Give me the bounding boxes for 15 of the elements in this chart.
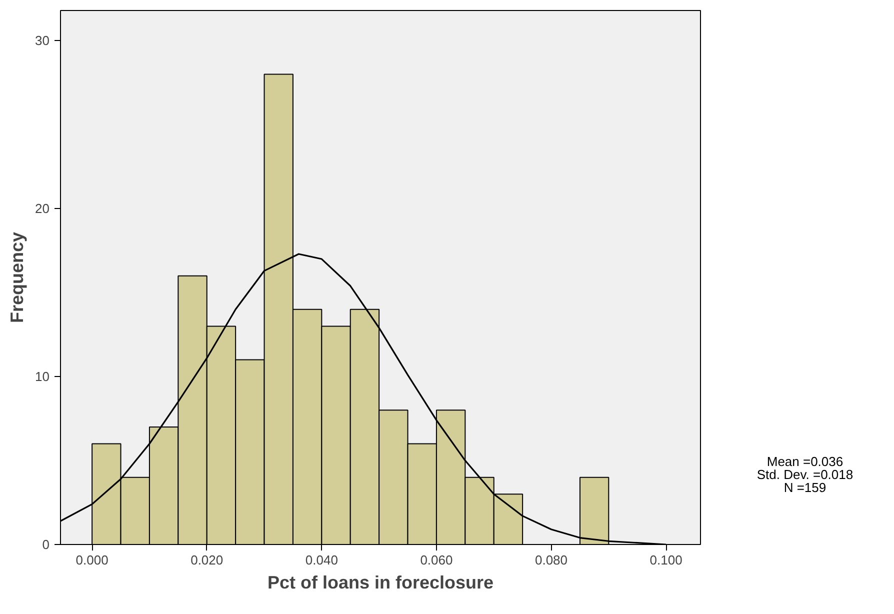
y-axis-title: Frequency [7, 232, 28, 324]
x-tick-label: 0.000 [76, 552, 108, 568]
x-tick-label: 0.040 [305, 552, 338, 568]
text: Mean =0.036 [766, 454, 844, 469]
x-tick-label: 0.060 [420, 552, 453, 568]
y-tick-label: 10 [35, 369, 50, 384]
x-tick-label: 0.100 [650, 552, 682, 568]
text: N =159 [784, 480, 826, 495]
x-axis-title: Pct of loans in foreclosure [267, 572, 494, 592]
y-tick-label: 30 [35, 33, 50, 48]
x-tick-label: 0.020 [190, 552, 224, 568]
y-tick-label: 0 [42, 537, 50, 552]
x-tick-label: 0.080 [534, 552, 568, 568]
y-tick-label: 20 [35, 201, 50, 216]
text: Std. Dev. =0.018 [756, 467, 854, 482]
